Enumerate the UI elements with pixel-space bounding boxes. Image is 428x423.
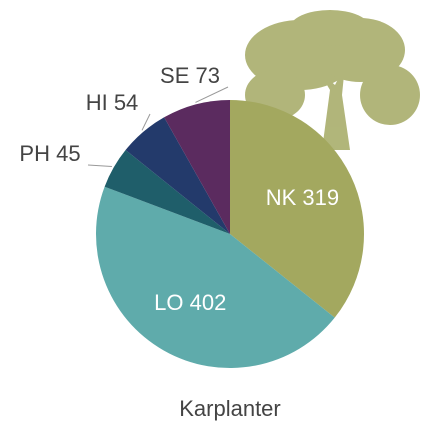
slice-label: PH 45 <box>19 141 80 166</box>
chart-title: Karplanter <box>179 396 281 421</box>
leader-line <box>88 165 112 167</box>
chart: NK 319 LO 402 PH 45 HI 54 SE 73 Karplanter <box>0 0 428 423</box>
slice-value: 45 <box>56 141 80 166</box>
slice-value: 54 <box>114 90 138 115</box>
slice-value: 402 <box>190 290 227 315</box>
slice-category: HI <box>86 90 108 115</box>
leader-line <box>195 87 228 102</box>
slice-category: PH <box>19 141 50 166</box>
slice-value: 319 <box>302 185 339 210</box>
pie: NK 319 LO 402 PH 45 HI 54 SE 73 <box>19 63 364 368</box>
slice-label: HI 54 <box>86 90 139 115</box>
slice-category: NK <box>266 185 297 210</box>
slice-label: LO 402 <box>154 290 226 315</box>
slice-category: LO <box>154 290 183 315</box>
slice-label: SE 73 <box>160 63 220 88</box>
slice-category: SE <box>160 63 189 88</box>
slice-value: 73 <box>196 63 220 88</box>
slice-label: NK 319 <box>266 185 339 210</box>
